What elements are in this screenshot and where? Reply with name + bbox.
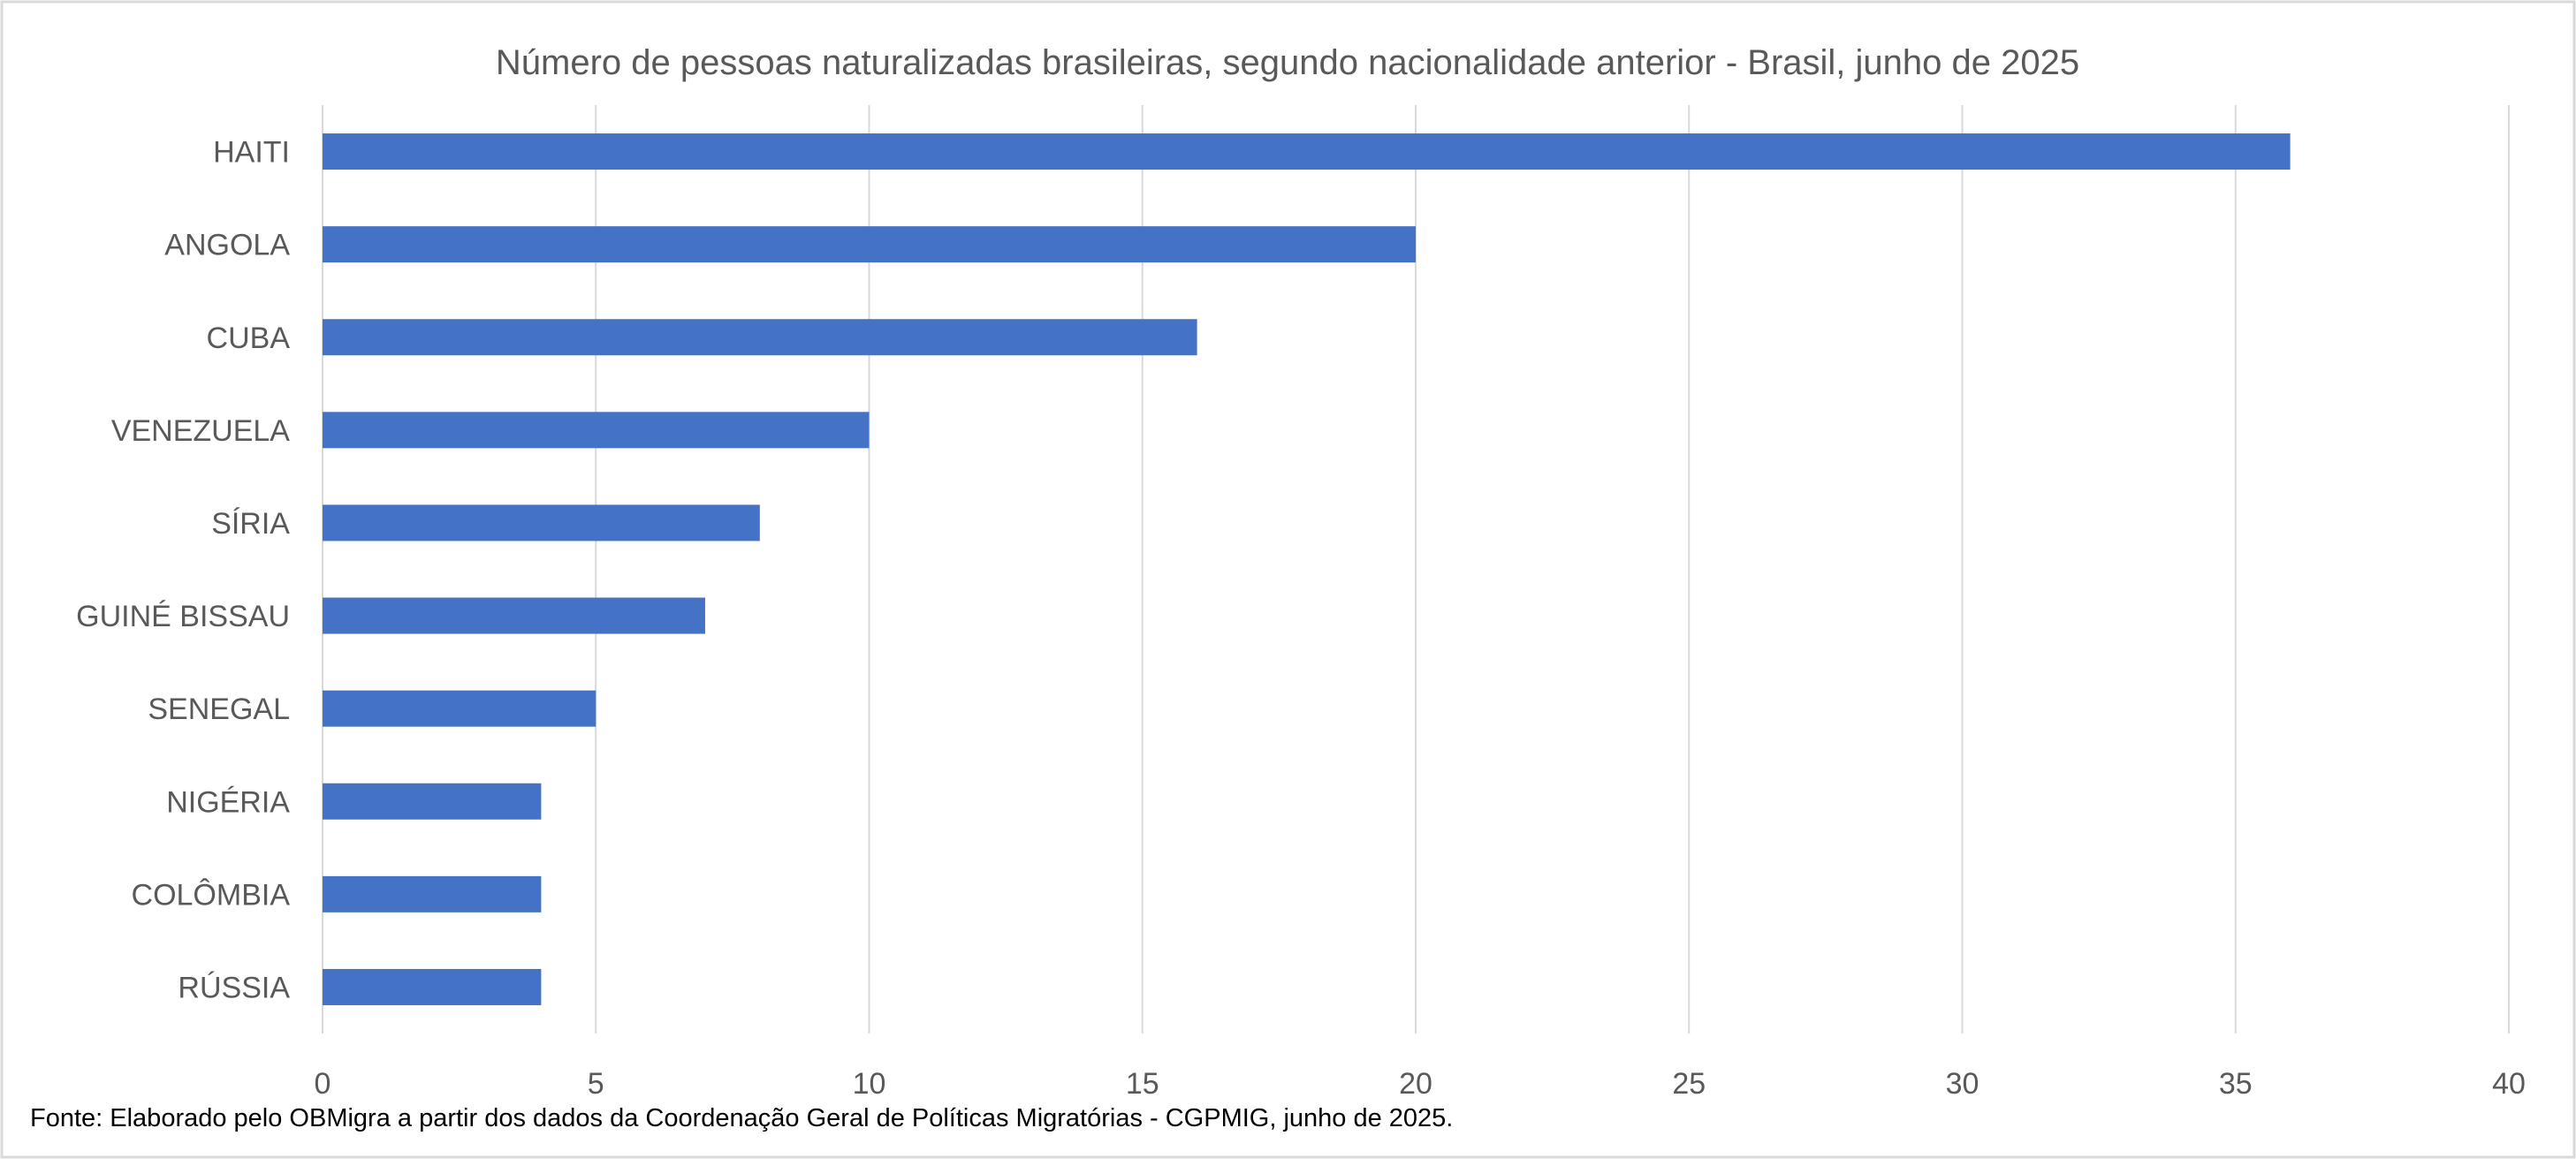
category-label: NIGÉRIA: [166, 785, 290, 819]
chart-title: Número de pessoas naturalizadas brasilei…: [496, 43, 2079, 82]
bar-colômbia: [323, 875, 542, 912]
x-tick-label: 20: [1399, 1067, 1432, 1101]
bar-síria: [323, 504, 760, 541]
x-tick-label: 25: [1672, 1067, 1706, 1101]
x-tick-labels: 0 5 10 15 20 25 30 35 40: [315, 1067, 2526, 1101]
bar-venezuela: [323, 412, 870, 449]
x-tick-label: 0: [315, 1067, 331, 1101]
bars: [323, 133, 2291, 1005]
category-label: SÍRIA: [211, 507, 290, 541]
category-label: RÚSSIA: [178, 971, 290, 1004]
x-tick-label: 40: [2492, 1067, 2526, 1101]
bar-rússia: [323, 968, 542, 1005]
bar-cuba: [323, 319, 1197, 356]
bar-nigéria: [323, 783, 542, 820]
category-labels: HAITI ANGOLA CUBA VENEZUELA SÍRIA GUINÉ BISSA…: [76, 136, 290, 1005]
x-tick-label: 35: [2219, 1067, 2253, 1101]
category-label: VENEZUELA: [111, 414, 290, 448]
x-tick-label: 30: [1946, 1067, 1979, 1101]
category-label: ANGOLA: [164, 229, 290, 262]
bar-haiti: [323, 133, 2291, 170]
category-label: CUBA: [207, 322, 291, 355]
category-label: HAITI: [213, 136, 290, 170]
category-label: GUINÉ BISSAU: [76, 600, 290, 633]
x-tick-label: 10: [853, 1067, 886, 1101]
x-tick-label: 15: [1126, 1067, 1159, 1101]
category-label: SENEGAL: [148, 693, 290, 726]
bar-angola: [323, 226, 1416, 263]
x-tick-label: 5: [588, 1067, 604, 1101]
category-label: COLÔMBIA: [132, 878, 291, 912]
source-note: Fonte: Elaborado pelo OBMigra a partir d…: [30, 1104, 1453, 1132]
bar-guiné-bissau: [323, 597, 705, 634]
bar-senegal: [323, 690, 597, 727]
